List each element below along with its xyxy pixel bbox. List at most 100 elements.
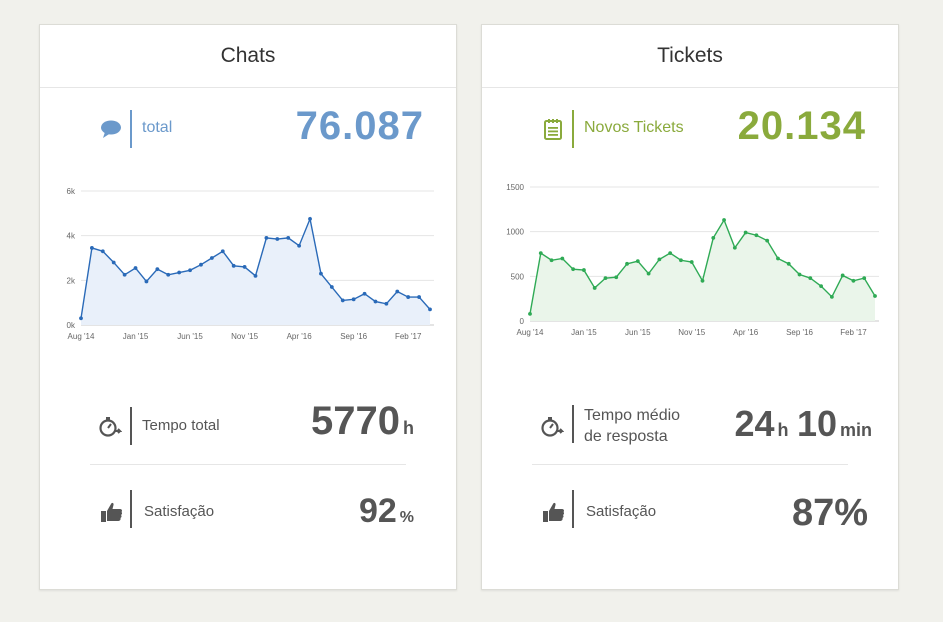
metric-separator xyxy=(130,490,132,528)
data-point xyxy=(635,259,640,264)
tickets-card: Tickets Novos Tickets 20.134 0 500 1000 150… xyxy=(481,24,899,590)
x-tick-label: Jan '15 xyxy=(123,332,149,341)
tickets-title: Tickets xyxy=(482,25,898,88)
data-point xyxy=(819,284,823,289)
data-point xyxy=(100,249,105,254)
chats-title: Chats xyxy=(40,25,456,88)
data-point xyxy=(646,271,651,276)
data-point xyxy=(571,267,576,272)
data-point xyxy=(155,267,160,272)
chats-time-label: Tempo total xyxy=(142,417,220,434)
thumbs-up-icon xyxy=(543,502,565,522)
data-point xyxy=(166,272,171,277)
series-area xyxy=(81,218,430,325)
data-point xyxy=(851,278,856,283)
data-point xyxy=(308,217,312,221)
thumbs-up-icon xyxy=(101,502,123,522)
tickets-time-hours: 24 xyxy=(734,403,775,444)
data-point xyxy=(829,294,834,299)
chats-satisfaction-metric: Satisfação 92% xyxy=(40,490,456,530)
data-point xyxy=(603,276,608,281)
stopwatch-icon xyxy=(541,417,564,437)
data-point xyxy=(743,230,748,235)
data-point xyxy=(406,295,411,299)
data-point xyxy=(362,291,367,296)
data-point xyxy=(560,256,565,261)
y-tick-label: 2k xyxy=(67,276,76,285)
x-tick-label: Aug '14 xyxy=(68,332,95,341)
data-point xyxy=(188,268,192,273)
data-point xyxy=(340,298,345,303)
data-point xyxy=(668,251,673,256)
y-tick-label: 6k xyxy=(67,187,76,196)
chats-sat-number: 92 xyxy=(358,492,397,530)
tickets-time-label-line2: de resposta xyxy=(584,428,668,445)
chats-time-metric: Tempo total 5770 h xyxy=(40,399,456,445)
data-point xyxy=(209,256,214,260)
divider xyxy=(532,464,848,465)
chats-time-unit: h xyxy=(403,418,414,438)
data-point xyxy=(786,261,791,266)
data-point xyxy=(711,236,716,240)
data-point xyxy=(199,262,203,267)
x-tick-label: Sep '16 xyxy=(786,328,813,337)
stopwatch-icon xyxy=(99,417,122,437)
data-point xyxy=(133,266,138,270)
data-point xyxy=(177,270,182,275)
data-point xyxy=(808,276,813,281)
data-point xyxy=(700,278,705,283)
data-point xyxy=(549,258,554,263)
data-point xyxy=(319,271,323,276)
data-point xyxy=(765,238,770,243)
data-point xyxy=(286,236,291,240)
data-point xyxy=(625,261,629,266)
data-point xyxy=(582,268,586,272)
data-point xyxy=(657,257,662,262)
data-point xyxy=(538,251,543,256)
y-tick-label: 4k xyxy=(67,232,76,241)
tickets-time-label: Tempo médio de resposta xyxy=(584,405,680,447)
data-point xyxy=(873,294,877,298)
chats-sat-label: Satisfação xyxy=(144,503,215,520)
x-tick-label: Apr '16 xyxy=(287,332,313,341)
data-point xyxy=(220,249,225,254)
data-point xyxy=(79,316,83,321)
x-tick-label: Sep '16 xyxy=(340,332,367,341)
x-tick-label: Jan '15 xyxy=(571,328,597,337)
data-point xyxy=(592,286,597,290)
data-point xyxy=(722,218,726,222)
tickets-kpi-value: 20.134 xyxy=(737,104,866,148)
x-tick-label: Aug '14 xyxy=(517,328,544,337)
x-tick-label: Apr '16 xyxy=(733,328,759,337)
tickets-time-metric: Tempo médio de resposta 24 h 10 min xyxy=(482,403,898,447)
data-point xyxy=(776,256,780,261)
data-point xyxy=(417,295,421,299)
data-point xyxy=(242,265,247,269)
data-point xyxy=(689,260,694,264)
data-point xyxy=(395,289,400,294)
tickets-sat-label: Satisfação xyxy=(586,503,657,520)
y-tick-label: 1500 xyxy=(506,183,524,192)
data-point xyxy=(428,307,432,312)
data-point xyxy=(840,273,845,278)
tickets-time-minutes: 10 xyxy=(796,403,837,444)
chats-sat-unit: % xyxy=(399,509,414,526)
divider xyxy=(90,464,406,465)
y-tick-label: 0 xyxy=(520,317,525,326)
tickets-time-value: 24 h 10 min xyxy=(734,403,872,445)
data-point xyxy=(754,233,759,238)
metric-separator xyxy=(572,490,574,528)
x-tick-label: Nov '15 xyxy=(678,328,705,337)
y-tick-label: 0k xyxy=(67,321,76,330)
x-tick-label: Nov '15 xyxy=(231,332,258,341)
chats-chart: 0k 2k 4k 6k Aug '14 Jan '15 Jun '15 Nov '15 Apr … xyxy=(67,187,434,341)
chats-time-number: 5770 xyxy=(311,399,400,443)
data-point xyxy=(264,236,269,240)
data-point xyxy=(373,299,378,304)
chats-card: Chats total 76.087 0k 2k 4k 6k Aug '14 Jan '1… xyxy=(39,24,457,590)
tickets-new-kpi: Novos Tickets 20.134 xyxy=(482,104,898,150)
data-point xyxy=(111,260,116,265)
x-tick-label: Feb '17 xyxy=(395,332,422,341)
speech-bubble-icon xyxy=(101,120,121,138)
data-point xyxy=(231,263,236,268)
